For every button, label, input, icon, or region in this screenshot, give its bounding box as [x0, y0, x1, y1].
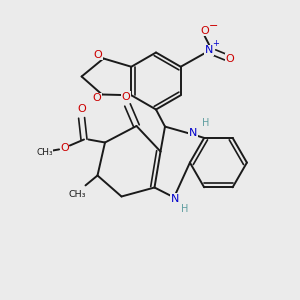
Text: N: N — [189, 128, 197, 138]
Text: O: O — [200, 26, 209, 36]
Text: O: O — [122, 92, 130, 102]
Text: CH₃: CH₃ — [69, 190, 86, 199]
Text: +: + — [212, 39, 219, 48]
Text: N: N — [170, 194, 179, 204]
Text: −: − — [208, 21, 218, 31]
Text: H: H — [202, 118, 209, 128]
Text: N: N — [205, 45, 213, 55]
Text: O: O — [94, 50, 103, 60]
Text: O: O — [226, 54, 235, 64]
Text: CH₃: CH₃ — [36, 148, 53, 157]
Text: O: O — [60, 143, 69, 153]
Text: H: H — [181, 204, 188, 214]
Text: O: O — [77, 104, 86, 115]
Text: O: O — [92, 93, 101, 103]
